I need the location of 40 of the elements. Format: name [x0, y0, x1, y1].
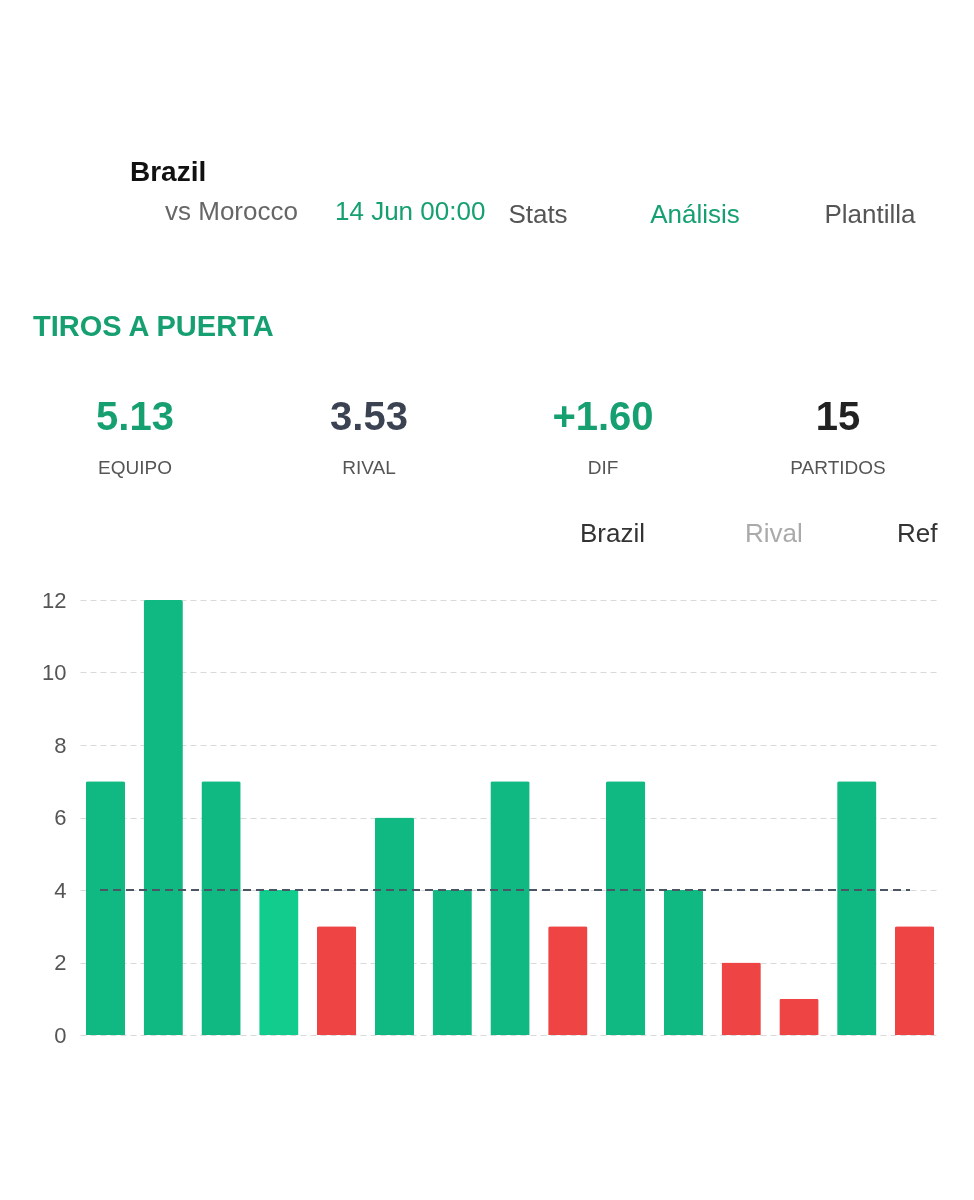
y-tick-label: 8: [54, 732, 67, 758]
bar: [259, 890, 299, 1035]
y-tick-label: 12: [42, 587, 67, 613]
bar: [85, 781, 126, 1035]
text: Brazil: [580, 518, 646, 548]
text: vs Morocco: [165, 196, 298, 226]
bar: [663, 890, 704, 1035]
bar: [605, 781, 646, 1035]
text: Rival: [745, 518, 803, 548]
y-tick-label: 10: [42, 660, 67, 685]
y-tick-label: 6: [54, 805, 67, 830]
y-tick-label: 0: [54, 1022, 67, 1048]
bar: [490, 781, 530, 1035]
bar: [721, 962, 761, 1035]
y-tick-label: 4: [54, 877, 67, 903]
text: Análisis: [650, 199, 740, 229]
text: DIF: [587, 457, 619, 478]
bar: [316, 926, 357, 1035]
text: Ref: [897, 518, 939, 548]
bar: [837, 781, 877, 1035]
bar: [374, 817, 415, 1035]
text: Plantilla: [824, 199, 917, 229]
text: 5.13: [96, 394, 174, 438]
bar: [548, 926, 588, 1035]
text: EQUIPO: [98, 457, 172, 478]
text: +1.60: [552, 394, 654, 438]
bar: [201, 781, 241, 1035]
text: Brazil: [130, 156, 207, 187]
text: RIVAL: [342, 457, 396, 478]
text: PARTIDOS: [790, 457, 886, 478]
text: 15: [815, 394, 861, 438]
chart-title: TIROS A PUERTA: [33, 310, 274, 342]
text: 3.53: [330, 394, 408, 438]
bar: [432, 890, 472, 1035]
bar: [779, 998, 819, 1035]
text: 14 Jun 00:00: [335, 196, 486, 226]
y-tick-label: 2: [54, 950, 67, 975]
text: Stats: [508, 199, 568, 229]
bar: [894, 926, 935, 1035]
bar: [143, 600, 183, 1035]
